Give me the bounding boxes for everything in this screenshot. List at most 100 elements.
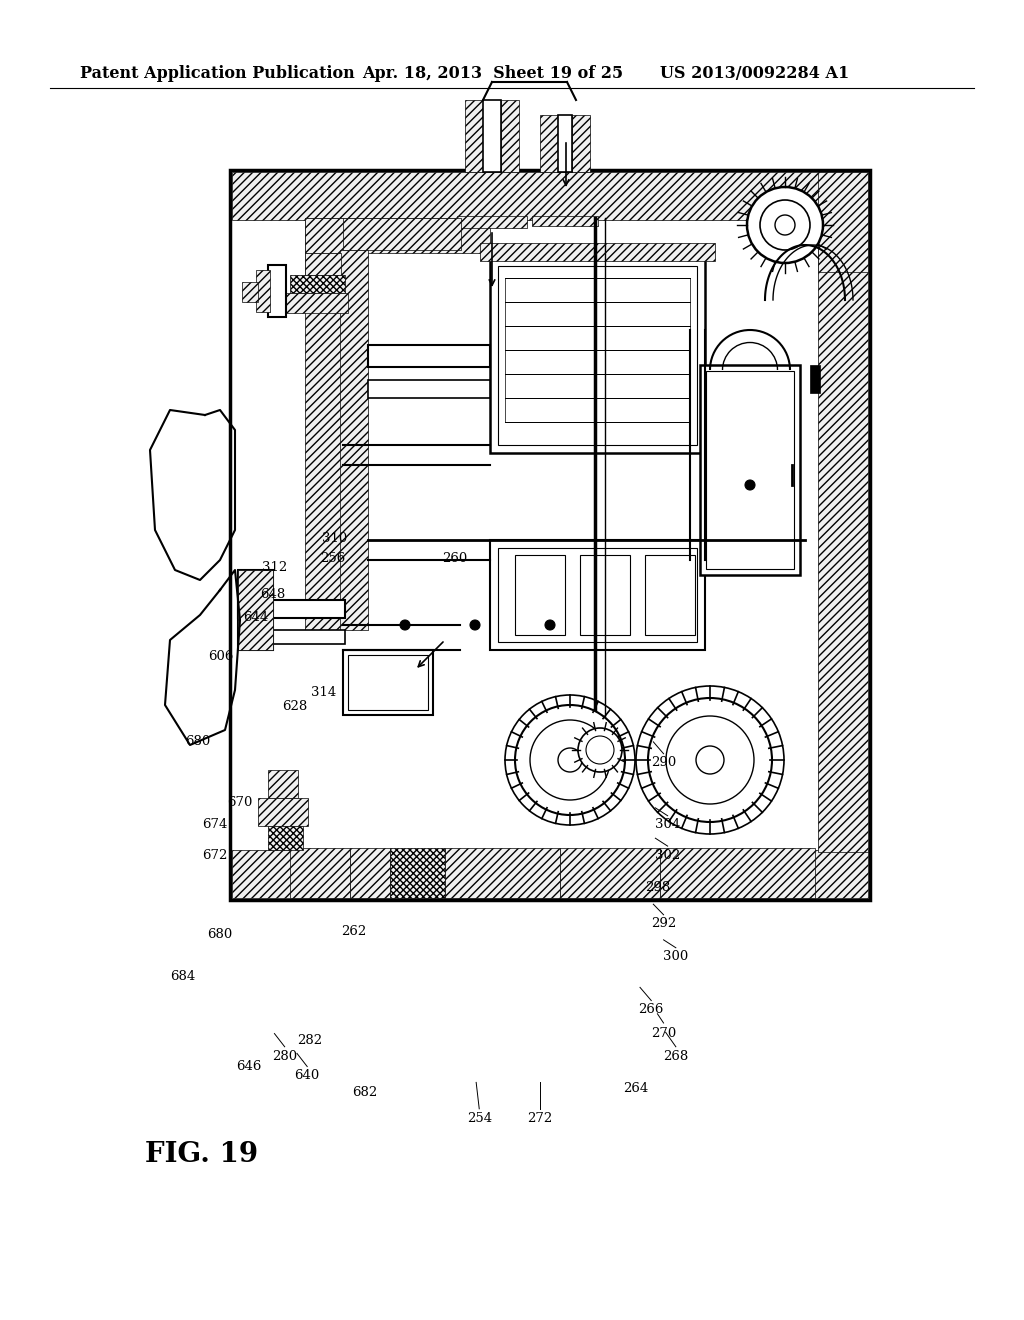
Text: 264: 264 — [624, 1082, 648, 1096]
Circle shape — [696, 746, 724, 774]
Bar — [268, 826, 303, 850]
Bar — [580, 554, 630, 635]
Polygon shape — [165, 570, 240, 744]
Bar — [242, 282, 258, 302]
Bar — [256, 271, 270, 312]
Bar — [390, 847, 445, 898]
Bar — [238, 570, 273, 649]
Bar — [560, 847, 660, 898]
Bar — [532, 216, 598, 226]
Bar — [505, 302, 690, 326]
Text: 268: 268 — [664, 1049, 688, 1063]
Circle shape — [545, 620, 555, 630]
Text: 304: 304 — [655, 818, 680, 832]
Text: 260: 260 — [442, 552, 467, 565]
Circle shape — [775, 215, 795, 235]
Text: 256: 256 — [321, 552, 345, 565]
Bar — [498, 548, 697, 642]
Bar — [572, 115, 590, 172]
Bar — [515, 554, 565, 635]
Bar — [445, 847, 560, 898]
Circle shape — [400, 620, 410, 630]
Text: 648: 648 — [260, 587, 285, 601]
Bar — [340, 249, 368, 630]
Bar — [818, 172, 868, 272]
Text: 644: 644 — [244, 611, 268, 624]
Text: 282: 282 — [297, 1034, 322, 1047]
Text: 292: 292 — [651, 917, 676, 931]
Bar — [280, 293, 348, 313]
Text: 646: 646 — [237, 1060, 261, 1073]
Text: 298: 298 — [645, 880, 670, 894]
Circle shape — [666, 715, 754, 804]
Text: 272: 272 — [527, 1111, 552, 1125]
Text: Patent Application Publication: Patent Application Publication — [80, 66, 354, 82]
Bar — [368, 380, 490, 399]
Bar — [232, 172, 868, 220]
Text: 290: 290 — [651, 756, 676, 770]
Bar — [343, 649, 433, 715]
Text: 628: 628 — [283, 700, 307, 713]
Text: 312: 312 — [262, 561, 287, 574]
Bar — [660, 847, 815, 898]
Text: 682: 682 — [352, 1086, 377, 1100]
Circle shape — [578, 729, 622, 772]
Text: 314: 314 — [311, 686, 336, 700]
Bar — [490, 257, 705, 453]
Polygon shape — [150, 411, 234, 579]
Bar — [505, 326, 690, 350]
Text: Apr. 18, 2013  Sheet 19 of 25: Apr. 18, 2013 Sheet 19 of 25 — [362, 66, 624, 82]
Bar — [700, 366, 800, 576]
Text: 302: 302 — [655, 849, 680, 862]
Bar — [238, 570, 273, 649]
Text: 262: 262 — [341, 925, 366, 939]
Circle shape — [648, 698, 772, 822]
Bar — [238, 630, 345, 644]
Text: 310: 310 — [323, 532, 347, 545]
Bar — [498, 267, 697, 445]
Text: 300: 300 — [664, 950, 688, 964]
Bar — [348, 655, 428, 710]
Circle shape — [760, 201, 810, 249]
Bar — [645, 554, 695, 635]
Text: 684: 684 — [170, 970, 195, 983]
Bar — [230, 170, 870, 900]
Circle shape — [745, 480, 755, 490]
Circle shape — [746, 187, 823, 263]
Bar — [505, 374, 690, 399]
Text: 680: 680 — [208, 928, 232, 941]
Bar — [268, 265, 286, 317]
Bar — [505, 279, 690, 302]
Bar — [368, 345, 490, 367]
Bar — [290, 275, 345, 293]
Bar — [810, 366, 820, 393]
Text: US 2013/0092284 A1: US 2013/0092284 A1 — [660, 66, 849, 82]
Bar — [540, 115, 558, 172]
Bar — [305, 253, 341, 275]
Circle shape — [515, 705, 625, 814]
Bar — [465, 100, 483, 172]
Text: FIG. 19: FIG. 19 — [145, 1142, 258, 1168]
Bar — [505, 350, 690, 374]
Text: 672: 672 — [203, 849, 227, 862]
Text: 270: 270 — [651, 1027, 676, 1040]
Circle shape — [470, 620, 480, 630]
Circle shape — [586, 737, 614, 764]
Text: 640: 640 — [295, 1069, 319, 1082]
Bar — [258, 799, 308, 826]
Bar — [305, 218, 490, 253]
Text: 674: 674 — [203, 818, 227, 832]
Circle shape — [530, 719, 610, 800]
Bar — [483, 100, 501, 172]
Bar — [268, 770, 298, 799]
Bar — [305, 218, 343, 638]
Bar — [480, 243, 715, 261]
Bar — [232, 850, 868, 898]
Text: 280: 280 — [272, 1049, 297, 1063]
Bar — [505, 399, 690, 422]
Bar — [818, 218, 868, 851]
Text: 670: 670 — [227, 796, 252, 809]
Bar — [350, 847, 390, 898]
Bar — [558, 115, 572, 172]
Bar — [343, 218, 461, 249]
